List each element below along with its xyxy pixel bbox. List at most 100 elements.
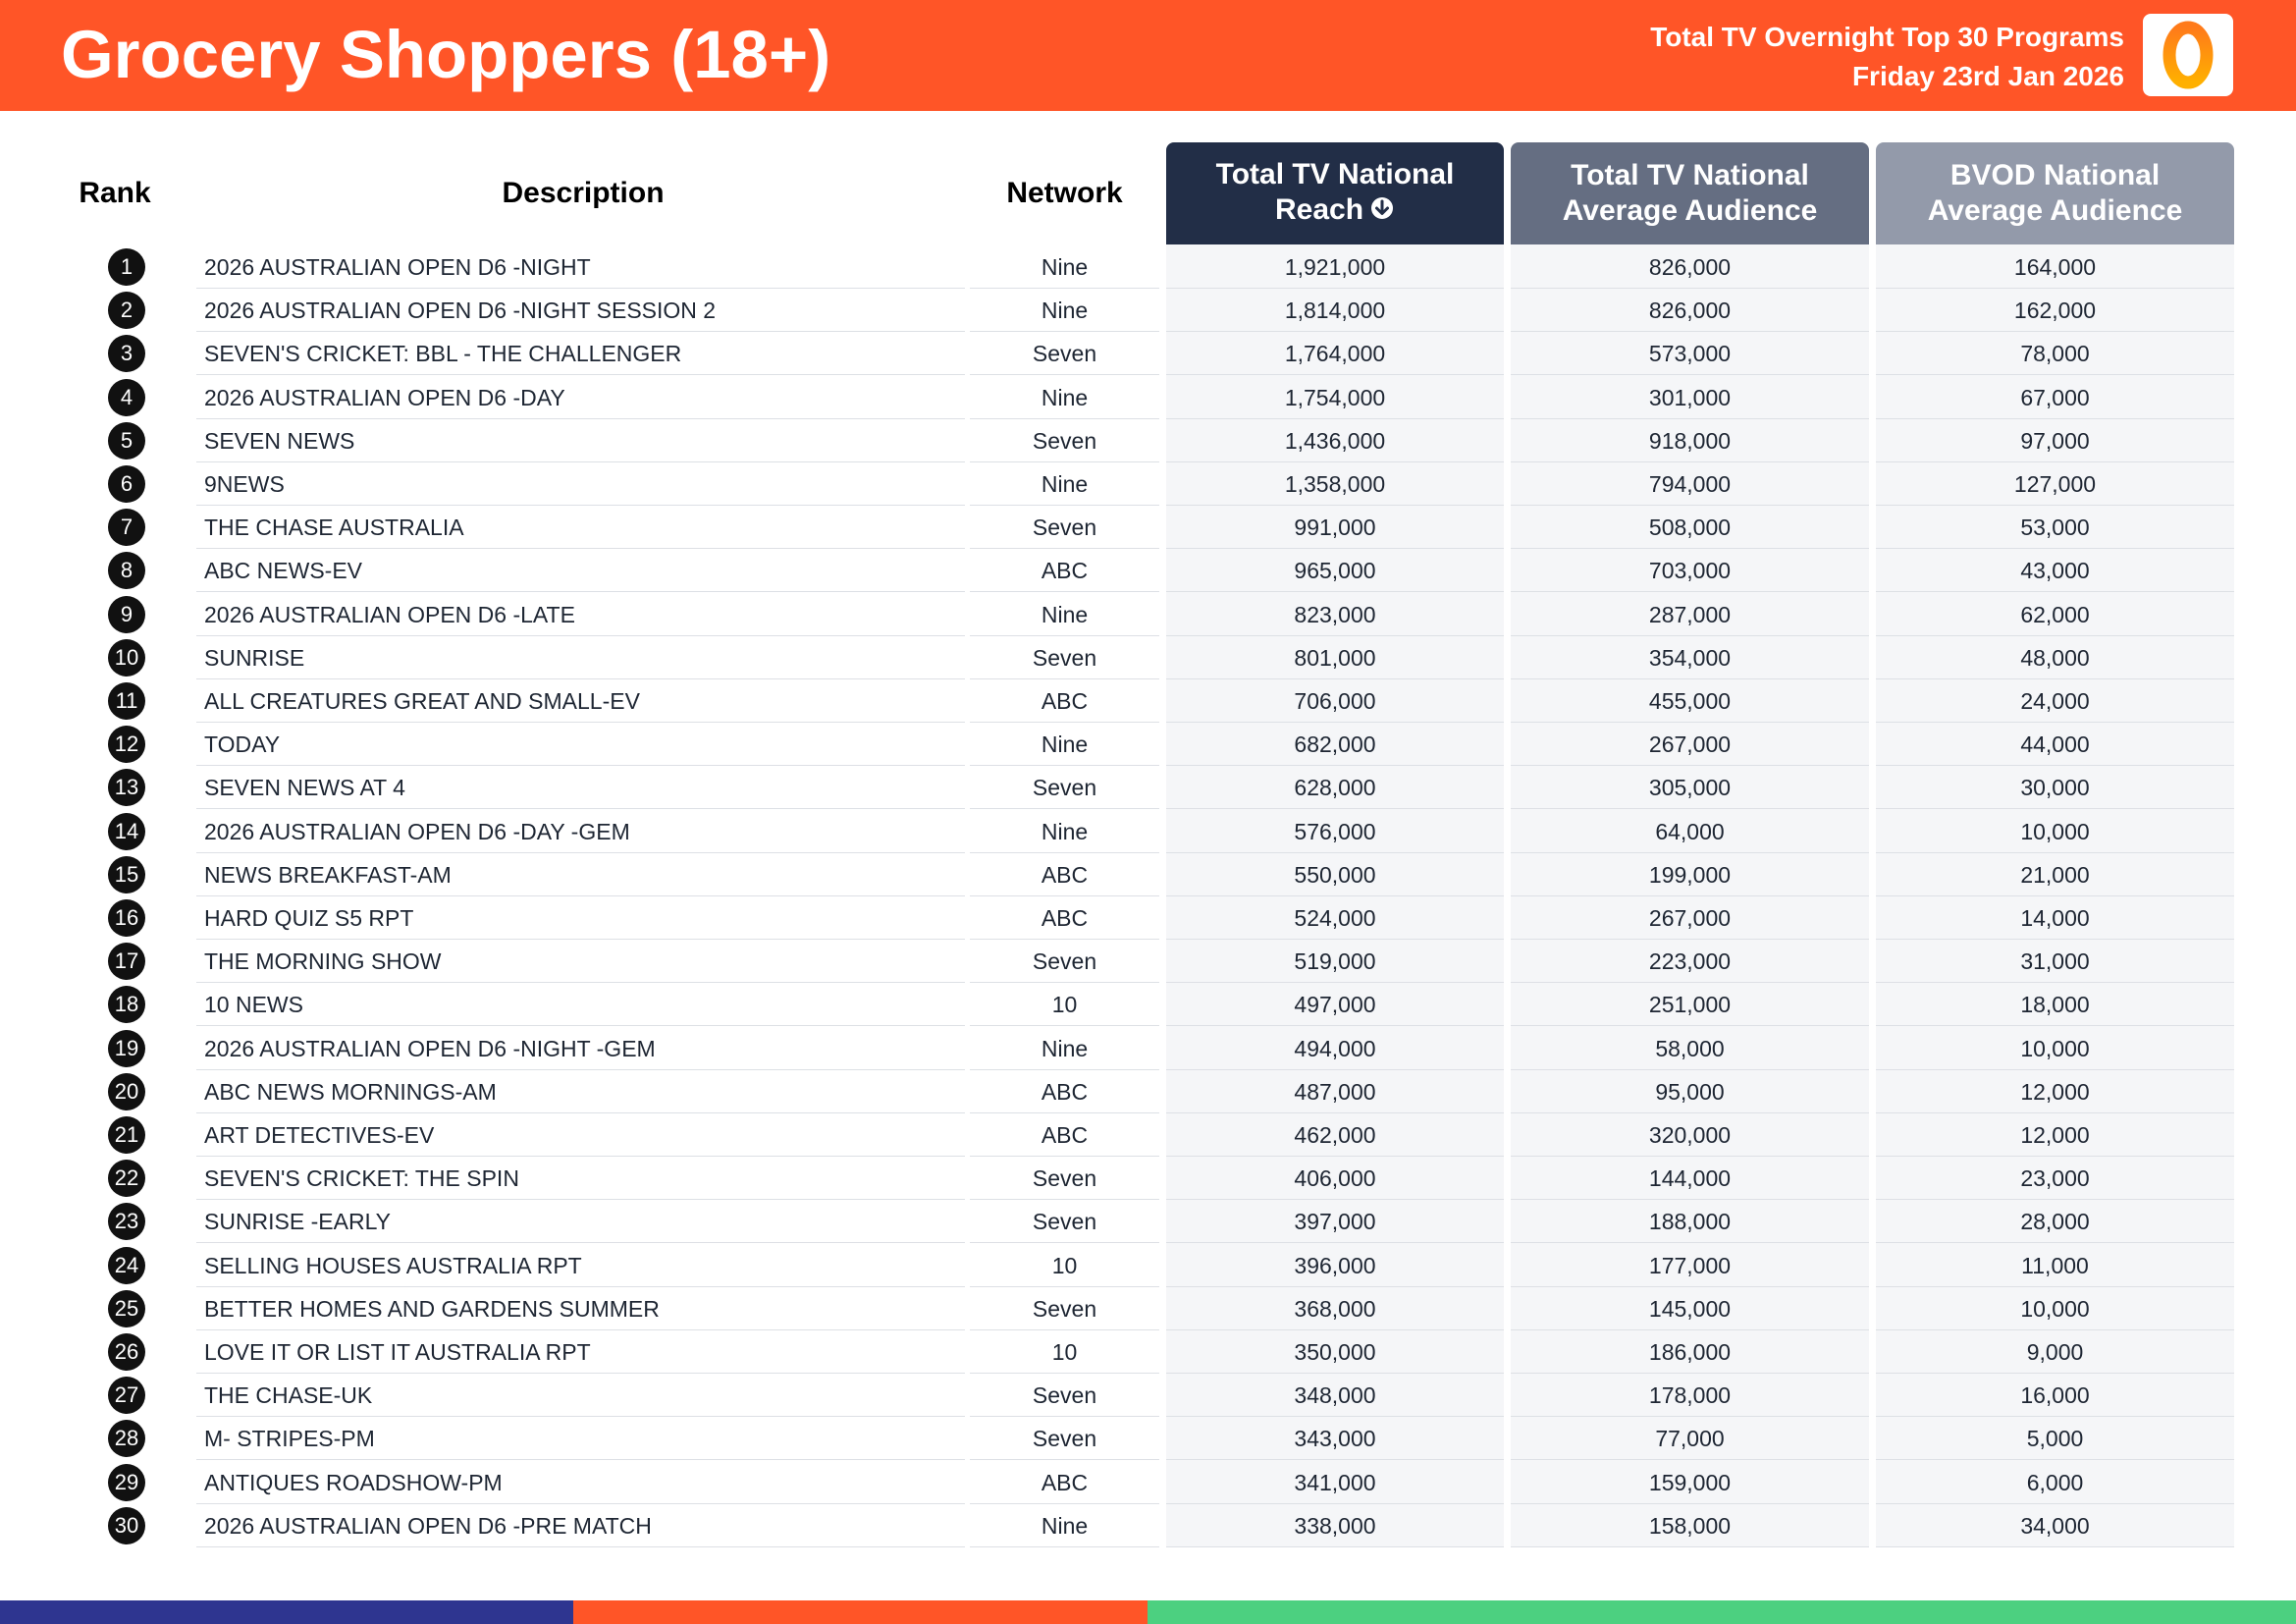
avg-audience-cell: 703,000 [1511, 549, 1869, 593]
oztam-logo-icon [2143, 14, 2233, 96]
table-row[interactable]: 11 ALL CREATURES GREAT AND SMALL-EV ABC 706… [0, 679, 2296, 723]
network-cell: Seven [970, 1417, 1159, 1461]
footer-bar-orange [573, 1600, 1148, 1624]
bvod-audience-cell: 16,000 [1876, 1374, 2234, 1418]
bvod-audience-cell: 48,000 [1876, 636, 2234, 679]
reach-cell: 348,000 [1166, 1374, 1504, 1418]
table-row[interactable]: 26 LOVE IT OR LIST IT AUSTRALIA RPT 10 350,… [0, 1330, 2296, 1374]
bvod-audience-cell: 10,000 [1876, 1287, 2234, 1330]
report-subtitle: Total TV Overnight Top 30 Programs Frida… [1650, 18, 2124, 96]
rank-badge: 14 [108, 812, 145, 850]
reach-cell: 576,000 [1166, 810, 1504, 853]
network-cell: ABC [970, 1461, 1159, 1504]
program-description: 2026 AUSTRALIAN OPEN D6 -NIGHT [196, 245, 965, 289]
avg-audience-cell: 95,000 [1511, 1070, 1869, 1113]
column-header-network: Network [1006, 177, 1123, 209]
table-row[interactable]: 5 SEVEN NEWS Seven 1,436,000 918,000 97,000 [0, 419, 2296, 462]
bvod-audience-cell: 30,000 [1876, 766, 2234, 810]
bvod-audience-cell: 164,000 [1876, 245, 2234, 289]
program-description: 9NEWS [196, 462, 965, 506]
rank-badge: 10 [108, 638, 145, 677]
table-row[interactable]: 15 NEWS BREAKFAST-AM ABC 550,000 199,000 21,0… [0, 853, 2296, 896]
program-description: SEVEN'S CRICKET: BBL - THE CHALLENGER [196, 332, 965, 376]
table-row[interactable]: 22 SEVEN'S CRICKET: THE SPIN Seven 406,000 1… [0, 1157, 2296, 1201]
table-row[interactable]: 27 THE CHASE-UK Seven 348,000 178,000 16,000 [0, 1374, 2296, 1418]
reach-cell: 368,000 [1166, 1287, 1504, 1330]
table-row[interactable]: 9 2026 AUSTRALIAN OPEN D6 -LATE Nine 823,00… [0, 593, 2296, 636]
table-row[interactable]: 18 10 NEWS 10 497,000 251,000 18,000 [0, 983, 2296, 1027]
table-row[interactable]: 16 HARD QUIZ S5 RPT ABC 524,000 267,000 14,00… [0, 896, 2296, 940]
network-cell: Seven [970, 1200, 1159, 1244]
avg-audience-cell: 159,000 [1511, 1461, 1869, 1504]
network-cell: Seven [970, 506, 1159, 550]
column-header-reach[interactable]: Total TV National Reach [1166, 142, 1504, 244]
table-row[interactable]: 28 M- STRIPES-PM Seven 343,000 77,000 5,000 [0, 1417, 2296, 1461]
table-row[interactable]: 7 THE CHASE AUSTRALIA Seven 991,000 508,000 5… [0, 506, 2296, 550]
avg-audience-cell: 305,000 [1511, 766, 1869, 810]
table-row[interactable]: 14 2026 AUSTRALIAN OPEN D6 -DAY -GEM Nine 5… [0, 810, 2296, 853]
table-row[interactable]: 1 2026 AUSTRALIAN OPEN D6 -NIGHT Nine 1,921… [0, 245, 2296, 289]
table-row[interactable]: 20 ABC NEWS MORNINGS-AM ABC 487,000 95,000 12… [0, 1070, 2296, 1113]
avg-audience-cell: 267,000 [1511, 723, 1869, 767]
table-row[interactable]: 24 SELLING HOUSES AUSTRALIA RPT 10 396,000 1… [0, 1244, 2296, 1287]
rank-badge: 15 [108, 855, 145, 893]
network-cell: ABC [970, 1113, 1159, 1157]
table-row[interactable]: 3 SEVEN'S CRICKET: BBL - THE CHALLENGER Se… [0, 332, 2296, 376]
arrow-down-circle-icon[interactable] [1369, 194, 1395, 230]
bvod-audience-cell: 44,000 [1876, 723, 2234, 767]
table-row[interactable]: 13 SEVEN NEWS AT 4 Seven 628,000 305,000 30,0… [0, 766, 2296, 810]
rank-badge: 3 [108, 335, 145, 373]
network-cell: Nine [970, 593, 1159, 636]
table-row[interactable]: 2 2026 AUSTRALIAN OPEN D6 -NIGHT SESSION … [0, 289, 2296, 333]
program-description: 2026 AUSTRALIAN OPEN D6 -DAY -GEM [196, 810, 965, 853]
reach-cell: 519,000 [1166, 940, 1504, 984]
avg-audience-cell: 251,000 [1511, 983, 1869, 1027]
column-header-bvod[interactable]: BVOD National Average Audience [1876, 142, 2234, 244]
column-header-avg-audience[interactable]: Total TV National Average Audience [1511, 142, 1869, 244]
program-description: ART DETECTIVES-EV [196, 1113, 965, 1157]
reach-cell: 1,764,000 [1166, 332, 1504, 376]
program-description: SEVEN'S CRICKET: THE SPIN [196, 1157, 965, 1201]
table-row[interactable]: 29 ANTIQUES ROADSHOW-PM ABC 341,000 159,000 6… [0, 1461, 2296, 1504]
table-row[interactable]: 4 2026 AUSTRALIAN OPEN D6 -DAY Nine 1,754,0… [0, 376, 2296, 419]
table-row[interactable]: 8 ABC NEWS-EV ABC 965,000 703,000 43,000 [0, 549, 2296, 593]
rank-badge: 21 [108, 1116, 145, 1154]
page-title: Grocery Shoppers (18+) [61, 17, 831, 92]
avg-audience-cell: 144,000 [1511, 1157, 1869, 1201]
table-row[interactable]: 23 SUNRISE -EARLY Seven 397,000 188,000 28,00… [0, 1200, 2296, 1244]
reach-cell: 462,000 [1166, 1113, 1504, 1157]
network-cell: Nine [970, 289, 1159, 333]
table-row[interactable]: 10 SUNRISE Seven 801,000 354,000 48,000 [0, 636, 2296, 679]
program-description: HARD QUIZ S5 RPT [196, 896, 965, 940]
network-cell: Seven [970, 766, 1159, 810]
bvod-audience-cell: 24,000 [1876, 679, 2234, 723]
bvod-audience-cell: 67,000 [1876, 376, 2234, 419]
network-cell: ABC [970, 549, 1159, 593]
network-cell: Nine [970, 723, 1159, 767]
bvod-audience-cell: 18,000 [1876, 983, 2234, 1027]
table-row[interactable]: 19 2026 AUSTRALIAN OPEN D6 -NIGHT -GEM Nin… [0, 1027, 2296, 1070]
reach-header-line1: Total TV National [1215, 158, 1455, 191]
bvod-audience-cell: 10,000 [1876, 1027, 2234, 1070]
table-row[interactable]: 6 9NEWS Nine 1,358,000 794,000 127,000 [0, 462, 2296, 506]
reach-cell: 494,000 [1166, 1027, 1504, 1070]
avg-audience-cell: 199,000 [1511, 853, 1869, 896]
table-row[interactable]: 30 2026 AUSTRALIAN OPEN D6 -PRE MATCH Nine… [0, 1504, 2296, 1547]
reach-cell: 1,436,000 [1166, 419, 1504, 462]
rank-badge: 16 [108, 899, 145, 937]
reach-cell: 487,000 [1166, 1070, 1504, 1113]
bvod-audience-cell: 162,000 [1876, 289, 2234, 333]
avg-audience-cell: 177,000 [1511, 1244, 1869, 1287]
rank-badge: 13 [108, 769, 145, 807]
program-description: LOVE IT OR LIST IT AUSTRALIA RPT [196, 1330, 965, 1374]
table-row[interactable]: 12 TODAY Nine 682,000 267,000 44,000 [0, 723, 2296, 767]
table-row[interactable]: 25 BETTER HOMES AND GARDENS SUMMER Seven 36… [0, 1287, 2296, 1330]
network-cell: Nine [970, 245, 1159, 289]
rank-badge: 1 [108, 248, 145, 286]
table-row[interactable]: 21 ART DETECTIVES-EV ABC 462,000 320,000 12,0… [0, 1113, 2296, 1157]
network-cell: ABC [970, 896, 1159, 940]
rank-badge: 26 [108, 1333, 145, 1371]
avg-audience-cell: 64,000 [1511, 810, 1869, 853]
table-row[interactable]: 17 THE MORNING SHOW Seven 519,000 223,000 31,… [0, 940, 2296, 984]
rank-badge: 29 [108, 1463, 145, 1501]
